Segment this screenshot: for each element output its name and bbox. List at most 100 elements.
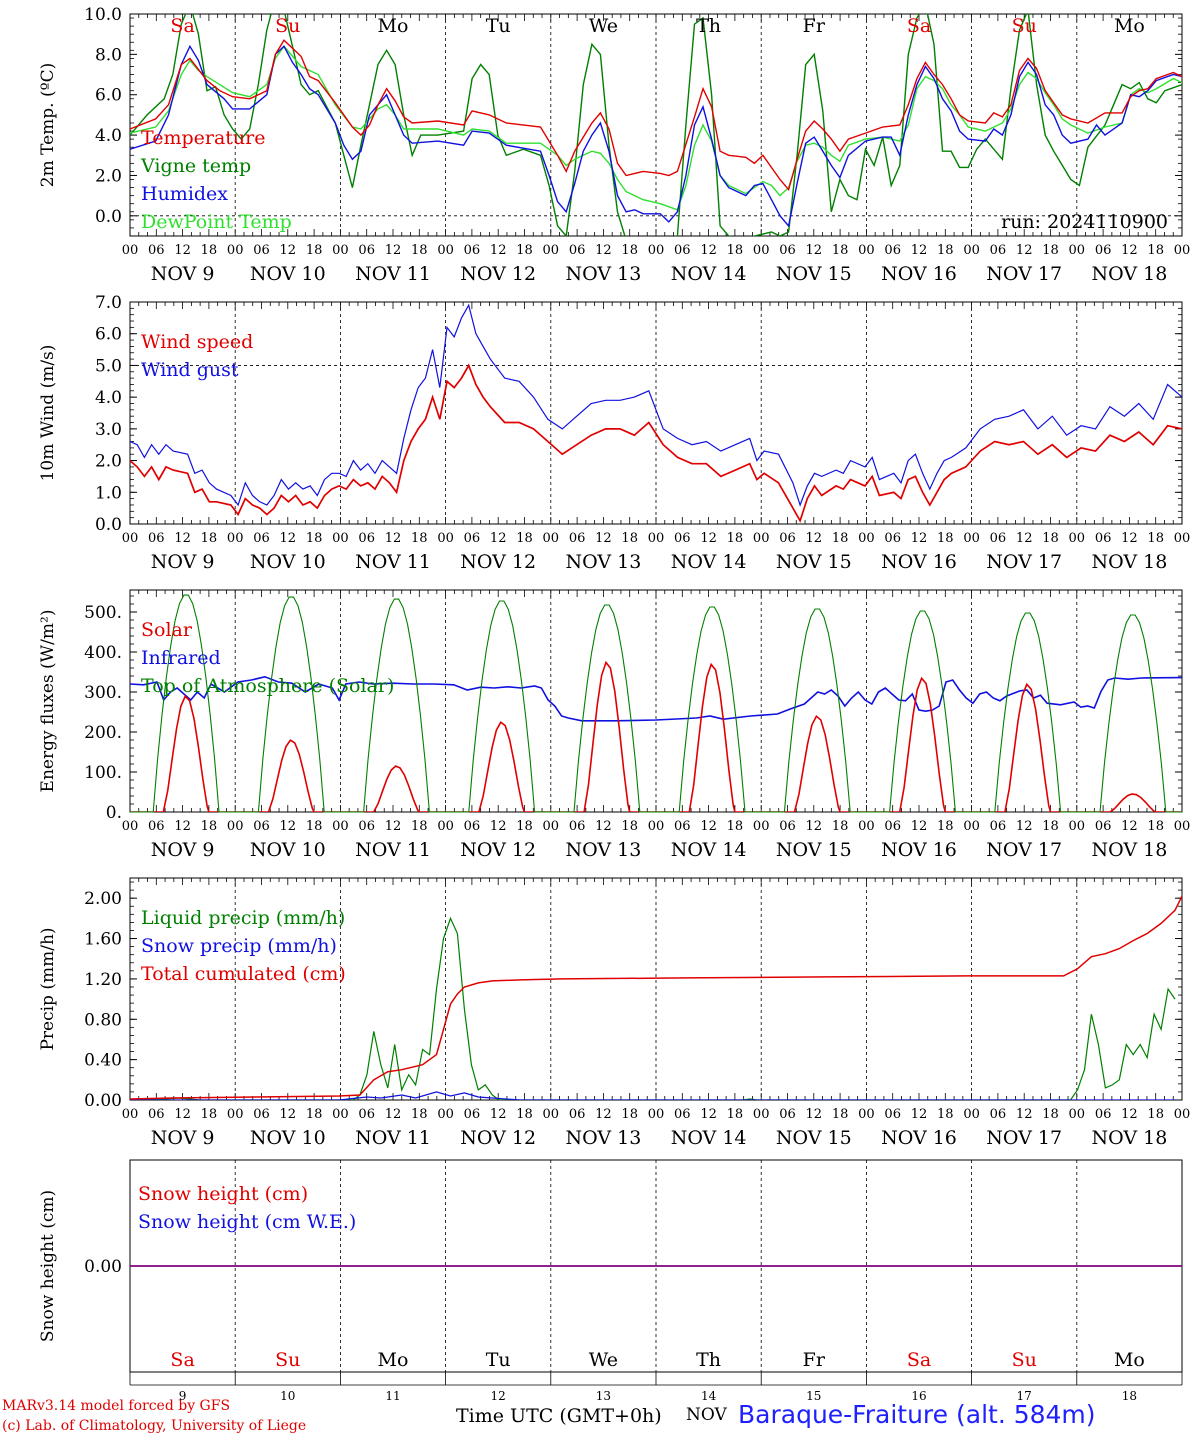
legend-dewpoint-temp: DewPoint Temp: [141, 211, 292, 233]
hour-label: 00: [753, 243, 770, 258]
hour-label: 18: [621, 531, 638, 546]
hour-label: 12: [806, 243, 823, 258]
date-label: NOV 16: [881, 839, 957, 861]
legend-infrared: Infrared: [141, 647, 221, 669]
y-tick-label: 3.0: [95, 420, 122, 440]
hour-label: 00: [332, 243, 349, 258]
y-tick-label: 400.: [84, 643, 122, 663]
temperature-series: [130, 14, 1182, 236]
hour-label: 00: [753, 531, 770, 546]
legend-snow-height-cm-w-e-: Snow height (cm W.E.): [138, 1211, 356, 1233]
hour-label: 12: [911, 531, 928, 546]
day-number-label: 14: [701, 1389, 717, 1403]
hour-label: 12: [490, 531, 507, 546]
series-solar: [130, 660, 1182, 812]
date-label: NOV 10: [250, 551, 326, 573]
hour-label: 18: [832, 819, 849, 834]
y-tick-label: 2.00: [84, 889, 122, 909]
hour-label: 06: [253, 819, 270, 834]
legend-temperature: Temperature: [141, 127, 265, 149]
date-label: NOV 18: [1091, 839, 1167, 861]
hour-label: 18: [937, 243, 954, 258]
hour-label: 18: [306, 531, 323, 546]
hour-label: 12: [280, 819, 297, 834]
hour-label: 12: [911, 819, 928, 834]
hour-label: 06: [358, 819, 375, 834]
hour-label: 00: [1174, 243, 1191, 258]
date-label: NOV 13: [565, 551, 641, 573]
weekday-label: Su: [1012, 1349, 1037, 1371]
day-number-label: 13: [596, 1389, 611, 1403]
y-tick-label: 1.60: [84, 930, 122, 950]
hour-label: 06: [674, 819, 691, 834]
hour-label: 00: [1174, 1107, 1191, 1122]
y-tick-label: 7.0: [95, 293, 122, 313]
hour-label: 06: [1095, 531, 1112, 546]
hour-label: 06: [990, 243, 1007, 258]
weekday-label: Fr: [803, 1349, 826, 1371]
y-tick-label: 1.0: [95, 483, 122, 503]
hour-label: 12: [1121, 819, 1138, 834]
hour-label: 06: [569, 531, 586, 546]
day-number-label: 12: [491, 1389, 506, 1403]
hour-label: 12: [280, 531, 297, 546]
day-number-label: 18: [1122, 1389, 1137, 1403]
hour-label: 18: [832, 243, 849, 258]
date-label: NOV 13: [565, 1127, 641, 1149]
hour-label: 00: [753, 819, 770, 834]
date-label: NOV 14: [671, 839, 747, 861]
hour-label: 00: [543, 1107, 560, 1122]
date-label: NOV 10: [250, 839, 326, 861]
hour-label: 18: [1147, 1107, 1164, 1122]
hour-label: 00: [648, 531, 665, 546]
weekday-label: We: [589, 15, 618, 37]
date-label: NOV 11: [355, 551, 431, 573]
hour-label: 18: [727, 243, 744, 258]
hour-label: 00: [543, 819, 560, 834]
hour-label: 06: [253, 531, 270, 546]
y-tick-label: 6.0: [95, 86, 122, 106]
hour-label: 12: [385, 819, 402, 834]
lab-credit: (c) Lab. of Climatology, University of L…: [2, 1418, 307, 1434]
date-label: NOV 9: [151, 839, 215, 861]
weekday-label: Mo: [1114, 1349, 1145, 1371]
energy-series: [130, 660, 1182, 812]
date-label: NOV 9: [151, 263, 215, 285]
date-label: NOV 11: [355, 1127, 431, 1149]
hour-label: 18: [1042, 243, 1059, 258]
hour-label: 06: [779, 531, 796, 546]
hour-label: 18: [832, 531, 849, 546]
date-label: NOV 16: [881, 551, 957, 573]
hour-label: 06: [674, 243, 691, 258]
month-label: NOV: [686, 1405, 727, 1425]
series-snow-precip-mm-h-: [130, 1091, 1175, 1100]
hour-label: 06: [1095, 243, 1112, 258]
hour-label: 00: [122, 819, 139, 834]
hour-label: 18: [516, 1107, 533, 1122]
hour-label: 06: [464, 531, 481, 546]
y-axis-label: Energy fluxes (W/m²): [38, 610, 58, 793]
hour-label: 12: [806, 1107, 823, 1122]
legend-solar: Solar: [141, 619, 193, 641]
y-tick-label: 0.00: [84, 1091, 122, 1111]
y-axis-label: 2m Temp. (ºC): [38, 63, 58, 188]
date-label: NOV 12: [460, 263, 536, 285]
hour-label: 00: [122, 531, 139, 546]
hour-label: 12: [385, 1107, 402, 1122]
legend-total-cumulated-cm-: Total cumulated (cm): [141, 963, 346, 985]
hour-label: 06: [464, 1107, 481, 1122]
legend-wind-gust: Wind gust: [141, 359, 239, 381]
weekday-label: Sa: [907, 15, 931, 37]
date-label: NOV 17: [986, 551, 1062, 573]
hour-label: 06: [884, 243, 901, 258]
hour-label: 12: [700, 1107, 717, 1122]
hour-label: 00: [122, 243, 139, 258]
weekday-label: Mo: [1114, 15, 1145, 37]
hour-label: 12: [1121, 1107, 1138, 1122]
y-tick-label: 6.0: [95, 325, 122, 345]
series-vigne-temp: [130, 14, 1182, 236]
date-label: NOV 12: [460, 551, 536, 573]
hour-label: 00: [332, 1107, 349, 1122]
legend-liquid-precip-mm-h-: Liquid precip (mm/h): [141, 907, 345, 929]
y-tick-label: 2.0: [95, 452, 122, 472]
